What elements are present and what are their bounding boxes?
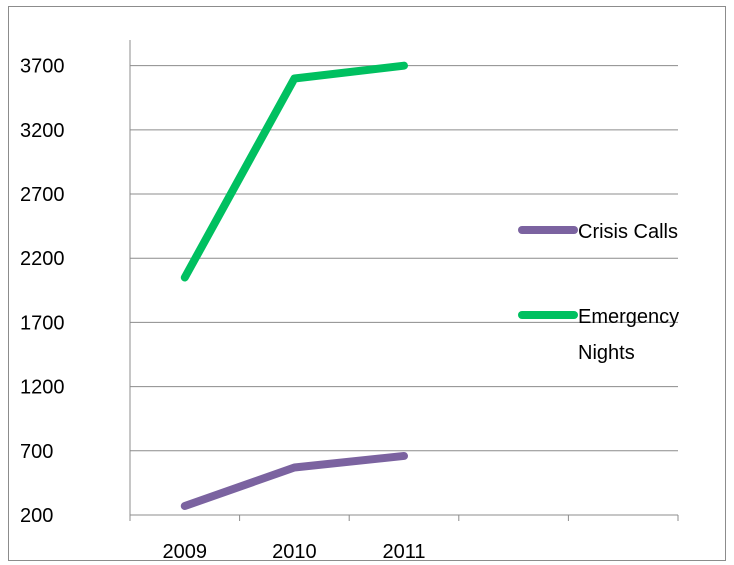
legend-label: Nights [578, 342, 635, 364]
legend-label: Crisis Calls [578, 221, 678, 243]
series-line-emergency-nights [180, 61, 408, 282]
data-point [184, 277, 186, 278]
legend: Crisis Calls Emergency Nights [518, 221, 679, 364]
data-point [293, 78, 295, 80]
y-tick-label: 700 [20, 441, 53, 463]
series-lines [180, 61, 408, 511]
data-point [293, 467, 295, 468]
gridlines [130, 65, 678, 516]
y-tick-label: 3200 [20, 120, 65, 142]
y-tick-label: 1700 [20, 312, 65, 334]
y-tick-label: 3700 [20, 56, 65, 78]
x-tick-label: 2011 [382, 541, 425, 563]
chart-frame [8, 6, 726, 561]
y-tick-label: 2700 [20, 184, 65, 206]
x-tick-label: 2009 [163, 541, 208, 563]
data-point [184, 505, 186, 507]
axes: 200 700 1200 1700 2200 2700 3200 3700 2009 2010 20… [20, 40, 679, 563]
y-tick-label: 200 [20, 505, 53, 527]
legend-label: Emergency [578, 306, 679, 328]
data-point [403, 65, 405, 67]
y-tick-label: 1200 [20, 377, 65, 399]
series-line-crisis-calls [180, 451, 408, 511]
x-tick-label: 2010 [272, 541, 317, 563]
y-tick-label: 2200 [20, 248, 65, 270]
data-point [403, 455, 405, 457]
